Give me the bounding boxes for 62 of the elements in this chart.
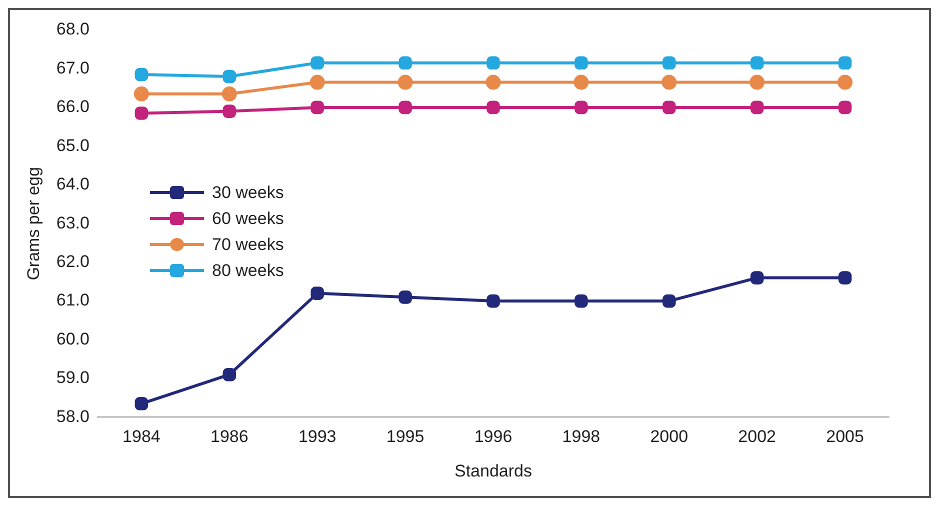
y-tick-label: 65.0 <box>56 136 90 155</box>
legend-label: 80 weeks <box>212 261 284 281</box>
y-tick-label: 59.0 <box>56 368 90 388</box>
point <box>134 397 148 410</box>
point <box>310 56 324 70</box>
x-tick-label: 1996 <box>474 427 512 446</box>
point <box>574 74 589 90</box>
point <box>838 74 853 90</box>
point <box>750 100 764 114</box>
y-tick-label: 60.0 <box>56 329 90 348</box>
point <box>398 74 413 90</box>
legend-label: 30 weeks <box>212 183 284 203</box>
y-tick-label: 61.0 <box>56 290 90 310</box>
point <box>750 56 764 70</box>
point <box>662 56 676 70</box>
x-tick-label: 1998 <box>562 427 600 446</box>
x-tick-label: 1986 <box>210 427 248 446</box>
x-tick-label: 1984 <box>122 427 160 446</box>
point <box>398 290 412 304</box>
point <box>486 74 501 90</box>
point <box>398 100 412 114</box>
point <box>310 286 324 300</box>
point <box>310 100 324 114</box>
point <box>574 56 588 70</box>
point <box>838 271 852 284</box>
point <box>750 271 764 284</box>
point <box>662 294 676 308</box>
point <box>838 56 852 70</box>
point <box>398 56 412 70</box>
y-tick-label: 63.0 <box>56 213 90 232</box>
y-tick-label: 58.0 <box>56 406 90 426</box>
x-tick-label: 2000 <box>650 427 688 446</box>
point <box>838 100 852 114</box>
y-tick-label: 64.0 <box>56 174 90 194</box>
point <box>134 86 149 102</box>
y-tick-label: 67.0 <box>56 58 90 78</box>
point <box>222 86 237 102</box>
point <box>750 74 765 90</box>
point <box>222 70 236 84</box>
point <box>222 368 236 382</box>
point <box>134 68 148 82</box>
point <box>134 106 148 120</box>
point <box>662 74 677 90</box>
x-tick-label: 1995 <box>386 427 424 446</box>
point <box>486 100 500 114</box>
point <box>486 294 500 308</box>
legend-label: 70 weeks <box>212 235 284 255</box>
point <box>574 100 588 114</box>
x-axis-title: Standards <box>454 461 532 480</box>
x-tick-label: 2002 <box>738 427 776 446</box>
point <box>486 56 500 70</box>
point <box>222 104 236 118</box>
point <box>662 100 676 114</box>
x-tick-label: 1993 <box>298 427 336 446</box>
y-axis-title: Grams per egg <box>24 166 43 280</box>
y-tick-label: 68.0 <box>56 20 90 39</box>
point <box>310 74 325 90</box>
point <box>574 294 588 308</box>
x-tick-label: 2005 <box>826 427 864 446</box>
y-tick-label: 66.0 <box>56 97 90 116</box>
y-tick-label: 62.0 <box>56 252 90 272</box>
legend-label: 60 weeks <box>212 209 284 229</box>
